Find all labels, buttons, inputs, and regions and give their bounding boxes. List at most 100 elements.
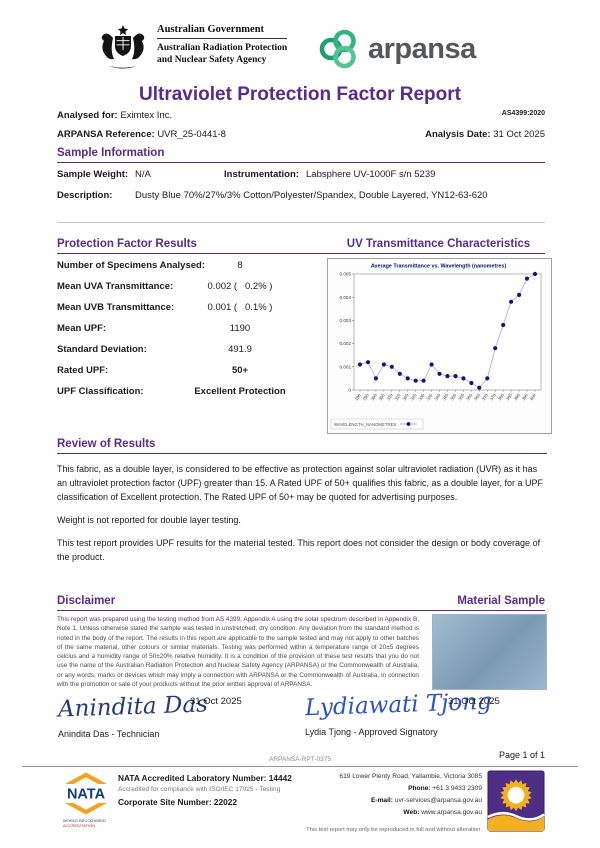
contact-email: E-mail: uvr-services@arpansa.gov.au (222, 795, 482, 807)
reproduction-note: This test report may only be reproduced … (306, 827, 482, 834)
disclaimer-heading: Disclaimer (57, 595, 116, 607)
nata-site-number: Corporate Site Number: 22022 (118, 797, 237, 807)
arpansa-sun-logo (487, 770, 545, 837)
result-value: Excellent Protection (194, 386, 286, 397)
svg-text:385: 385 (505, 392, 513, 401)
svg-text:0.002: 0.002 (340, 341, 352, 346)
result-label: Standard Deviation: (57, 344, 147, 355)
web-value: www.arpansa.gov.au (421, 808, 482, 816)
svg-text:290: 290 (354, 392, 362, 401)
coat-of-arms-icon (101, 25, 145, 69)
result-row: Number of Specimens Analysed: 8 (57, 260, 317, 281)
transmittance-heading: UV Transmittance Characteristics (346, 238, 531, 250)
arpansa-rings-icon (319, 29, 356, 69)
signature-block-signatory: Lydiawati Tjong Lydia Tjong - Approved S… (305, 689, 493, 737)
reference-value: UVR_25-0441-8 (157, 129, 226, 140)
review-section: Review of Results This fabric, as a doub… (57, 438, 547, 574)
contact-phone: Phone: +61 3 9433 2309 (222, 783, 482, 795)
signature-block-technician: Anindita Das Anindita Das - Technician (58, 691, 209, 739)
result-row: Rated UPF: 50+ (57, 365, 317, 386)
nata-logo: NATA WORLD RECOGNISED ACCREDITATION (60, 770, 112, 833)
phone-label: Phone: (408, 784, 431, 792)
svg-text:Average Transmittance vs. Wave: Average Transmittance vs. Wavelength (na… (371, 264, 507, 270)
analysis-date-value: 31 Oct 2025 (493, 129, 545, 140)
result-label: Rated UPF: (57, 365, 109, 376)
page-number: Page 1 of 1 (498, 750, 545, 760)
svg-text:380: 380 (497, 392, 505, 401)
email-label: E-mail: (370, 796, 393, 804)
nata-text: NATA (67, 787, 106, 803)
result-value: 0.002 ( 0.2% ) (207, 281, 273, 292)
instrumentation-value: Labsphere UV-1000F s/n 5239 (306, 169, 436, 180)
material-sample-swatch (432, 614, 547, 690)
nata-sub1: WORLD RECOGNISED (63, 818, 106, 823)
contact-web: Web: www.arpansa.gov.au (222, 807, 482, 819)
sample-section-divider (57, 222, 545, 223)
svg-text:0: 0 (348, 388, 351, 393)
review-paragraph: This fabric, as a double layer, is consi… (57, 464, 543, 502)
disclaimer-heading-rule (57, 610, 545, 611)
review-heading-rule (57, 453, 547, 454)
result-value: 50+ (231, 365, 249, 376)
agency-line2: and Nuclear Safety Agency (157, 55, 267, 66)
material-sample-heading: Material Sample (457, 595, 545, 607)
arpansa-reference: ARPANSA Reference: UVR_25-0441-8 (57, 129, 226, 140)
instrumentation-label: Instrumentation: (224, 169, 299, 180)
svg-text:300: 300 (370, 392, 378, 401)
svg-text:355: 355 (457, 392, 465, 401)
nata-compliance: Accredited for compliance with ISO/IEC 1… (118, 786, 281, 793)
svg-text:325: 325 (409, 392, 417, 401)
reference-label: ARPANSA Reference: (57, 129, 155, 140)
arpansa-logo: arpansa (316, 26, 476, 72)
sample-weight-value: N/A (135, 169, 151, 180)
signatory-signature-date: 31 Oct 2025 (448, 696, 500, 707)
analysed-for: Analysed for: Eximtex Inc. (57, 110, 172, 121)
svg-text:365: 365 (473, 392, 481, 401)
sample-weight-label: Sample Weight: (57, 169, 129, 180)
nata-logo-icon: NATA WORLD RECOGNISED ACCREDITATION (63, 772, 107, 828)
description-label: Description: (57, 190, 113, 201)
sun-logo-icon (487, 770, 545, 832)
svg-text:295: 295 (362, 392, 370, 401)
results-heading: Protection Factor Results (57, 238, 197, 250)
technician-signature-label: Anindita Das - Technician (58, 729, 160, 739)
svg-text:315: 315 (393, 392, 401, 401)
nata-lab-number: NATA Accredited Laboratory Number: 14442 (118, 773, 292, 783)
review-paragraph: Weight is not reported for double layer … (57, 514, 241, 525)
contact-block: 619 Lower Plenty Road, Yallambie, Victor… (222, 771, 482, 836)
svg-text:0.001: 0.001 (340, 364, 352, 369)
disclaimer-text: This report was prepared using the testi… (57, 616, 419, 688)
review-heading: Review of Results (57, 438, 156, 450)
footer-divider (22, 766, 578, 767)
analysis-date-label: Analysis Date: (425, 129, 491, 140)
result-label: Mean UVA Transmittance: (57, 281, 174, 292)
uv-transmittance-chart: 0 0.001 0.002 0.003 0.004 0.005 290 295 300 305 31… (327, 258, 552, 434)
svg-text:340: 340 (433, 392, 441, 401)
agency-line1: Australian Radiation Protection (157, 43, 288, 53)
review-paragraphs: This fabric, as a double layer, is consi… (57, 463, 547, 565)
svg-text:320: 320 (401, 392, 409, 401)
result-label: Mean UVB Transmittance: (57, 302, 175, 313)
results-heading-rule (57, 253, 545, 254)
result-row: Standard Deviation: 491.9 (57, 344, 317, 365)
svg-text:0.004: 0.004 (340, 295, 352, 300)
svg-text:400: 400 (529, 392, 537, 401)
document-code: ARPANSA-RPT-0375 (268, 756, 331, 763)
government-header: Australian Government Australian Radiati… (98, 24, 288, 70)
phone-value: +61 3 9433 2309 (432, 784, 482, 792)
result-row: Mean UVA Transmittance: 0.002 ( 0.2% ) (57, 281, 317, 302)
web-label: Web: (403, 808, 420, 816)
signatory-signature-label: Lydia Tjong - Approved Signatory (305, 727, 438, 737)
technician-signature-date: 31 Oct 2025 (190, 696, 242, 707)
svg-text:390: 390 (513, 392, 521, 401)
svg-text:305: 305 (378, 392, 386, 401)
meta-row-2: ARPANSA Reference: UVR_25-0441-8 Analysi… (57, 129, 545, 140)
standard-badge: AS4399:2020 (501, 110, 545, 117)
svg-text:360: 360 (465, 392, 473, 401)
results-rows: Number of Specimens Analysed: 8 Mean UVA T… (57, 260, 317, 407)
nata-sub2: ACCREDITATION (63, 823, 95, 828)
contact-address: 619 Lower Plenty Road, Yallambie, Victor… (339, 773, 482, 780)
svg-text:330: 330 (417, 392, 425, 401)
